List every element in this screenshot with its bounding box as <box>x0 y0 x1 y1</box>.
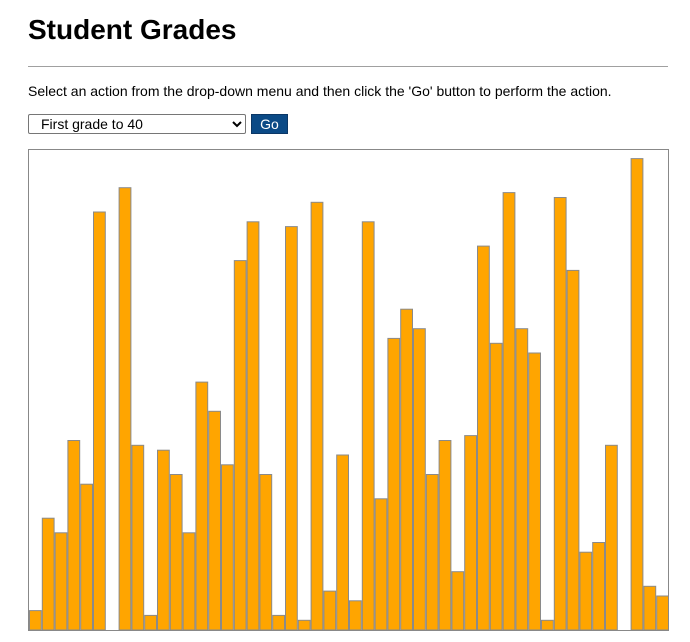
grade-bar-21 <box>285 226 298 630</box>
grade-bar-15 <box>208 410 221 630</box>
grade-bar-17 <box>233 260 247 630</box>
grade-bar-4 <box>67 440 81 630</box>
grade-bar-40 <box>528 352 542 630</box>
title-divider <box>28 66 668 67</box>
instructions-text: Select an action from the drop-down menu… <box>28 83 612 99</box>
grade-bar-42 <box>553 197 567 630</box>
grade-bar-8 <box>118 187 132 630</box>
grade-bar-22 <box>297 619 311 630</box>
grade-bar-30 <box>400 308 414 630</box>
grade-bar-39 <box>515 328 529 630</box>
grade-bar-12 <box>169 474 183 630</box>
grade-bar-25 <box>336 454 350 630</box>
grade-bar-19 <box>259 474 273 630</box>
grade-bar-41 <box>541 619 554 630</box>
grade-bar-29 <box>387 337 401 630</box>
grade-bar-43 <box>566 269 580 630</box>
grade-bar-46 <box>605 444 618 630</box>
grade-bar-38 <box>502 192 516 630</box>
grade-bar-6 <box>93 211 106 630</box>
grade-bar-23 <box>310 201 324 630</box>
grade-bar-20 <box>272 614 285 630</box>
grade-bar-1 <box>29 610 42 630</box>
grade-bar-50 <box>656 595 668 630</box>
grades-chart-svg <box>29 158 668 630</box>
grade-bar-28 <box>374 498 388 630</box>
grade-bar-10 <box>144 614 157 630</box>
grade-bar-5 <box>80 483 94 630</box>
page-title: Student Grades <box>28 14 237 45</box>
grade-bar-11 <box>157 449 170 630</box>
grade-bar-37 <box>489 342 503 630</box>
grade-bar-3 <box>54 532 68 630</box>
grade-bar-2 <box>41 517 55 630</box>
action-select[interactable]: First grade to 40 <box>28 114 246 134</box>
grade-bar-14 <box>195 381 209 630</box>
grade-bar-24 <box>323 590 337 630</box>
grade-bar-32 <box>425 474 439 630</box>
grade-bar-27 <box>361 221 375 630</box>
grade-bar-26 <box>349 600 362 630</box>
grade-bar-35 <box>464 435 478 630</box>
grade-bar-49 <box>643 585 657 630</box>
grade-bar-34 <box>451 571 465 630</box>
grade-bar-16 <box>221 464 234 630</box>
grade-bar-13 <box>182 532 196 630</box>
grades-chart <box>28 149 669 631</box>
grade-bar-45 <box>592 542 606 630</box>
grade-bar-48 <box>630 158 644 630</box>
grade-bar-31 <box>413 328 426 630</box>
grade-bar-9 <box>131 444 145 630</box>
grade-bar-33 <box>438 440 452 630</box>
go-button[interactable]: Go <box>251 114 288 134</box>
grade-bar-44 <box>579 551 593 630</box>
grade-bar-18 <box>246 221 260 630</box>
grade-bar-36 <box>477 245 490 630</box>
